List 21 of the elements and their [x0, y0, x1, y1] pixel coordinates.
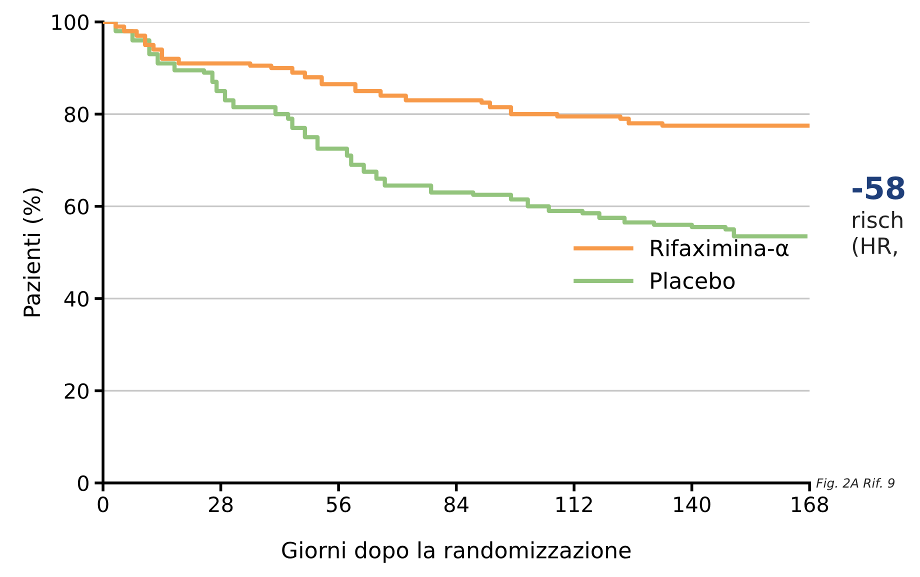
x-tick-label: 168 [792, 496, 828, 512]
caption: Fig. 2A Rif. 9 [816, 478, 895, 490]
legend-label: Rifaximina-α [651, 239, 789, 256]
text: risch [853, 211, 902, 228]
y-tick-label: 100 [52, 14, 88, 30]
x-tick-label: 140 [674, 496, 710, 512]
legend-label: Placebo [651, 272, 735, 290]
x-axis-title: Giorni dopo la randomizzazione [282, 541, 631, 563]
y-tick-label: 0 [78, 475, 88, 492]
x-tick-label: 84 [444, 496, 468, 512]
y-tick-label: 20 [64, 383, 88, 399]
y-axis-title: Pazienti (%) [23, 188, 43, 316]
y-tick-label: 60 [64, 198, 88, 215]
x-tick-label: 28 [209, 496, 233, 512]
y-tick-label: 80 [64, 106, 88, 122]
x-tick-label: 0 [98, 496, 108, 512]
x-tick-label: 112 [556, 496, 592, 512]
x-tick-label: 56 [326, 496, 351, 512]
text: (HR, [852, 237, 897, 257]
y-tick-label: 40 [64, 290, 88, 307]
text: -58 [852, 176, 904, 200]
